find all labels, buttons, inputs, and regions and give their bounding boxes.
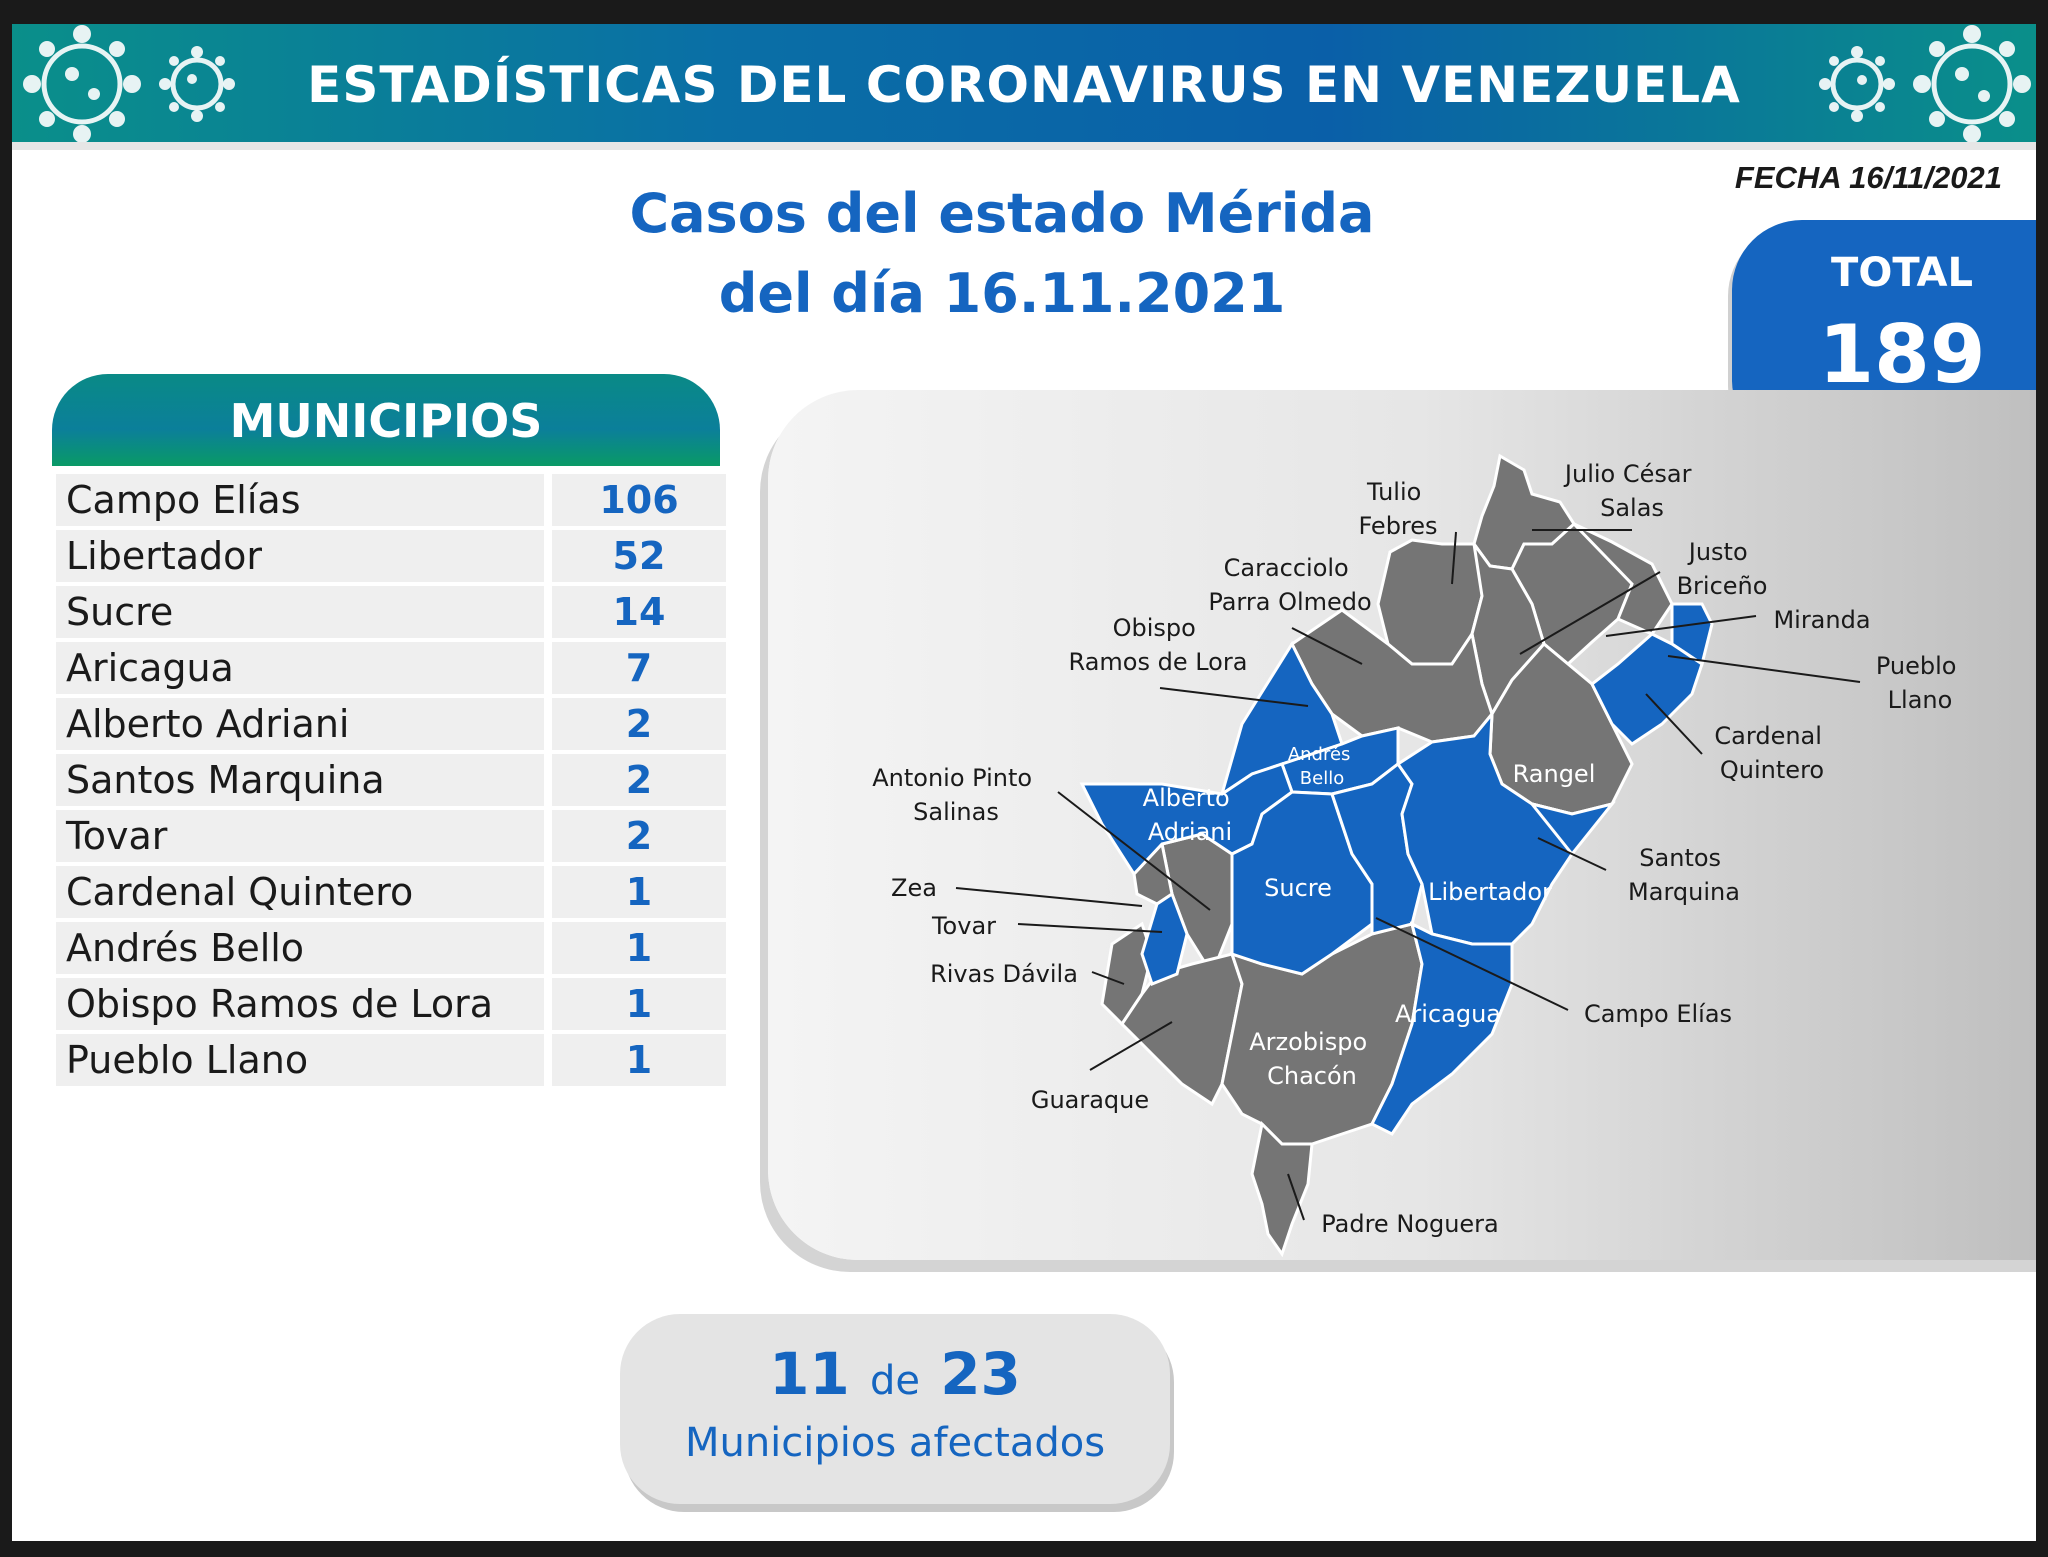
- label-santos-marquina: Santos Marquina: [1628, 844, 1740, 906]
- municipio-cases: 2: [552, 754, 726, 806]
- municipio-name: Pueblo Llano: [56, 1034, 544, 1086]
- infographic-card: ESTADÍSTICAS DEL CORONAVIRUS EN VENEZUEL…: [12, 24, 2036, 1541]
- table-row: Campo Elías 106: [56, 472, 726, 528]
- leader-line: [1017, 923, 1163, 933]
- municipio-cases: 1: [552, 866, 726, 918]
- municipio-name: Cardenal Quintero: [56, 866, 544, 918]
- label-rangel: Rangel: [1513, 760, 1596, 788]
- leader-line: [1375, 917, 1569, 1011]
- label-campo-elias: Campo Elías: [1584, 1000, 1732, 1028]
- table-row: Alberto Adriani 2: [56, 696, 726, 752]
- virus-icon: [1819, 25, 2031, 143]
- label-alberto-adriani: Alberto Adriani: [1143, 784, 1238, 846]
- table-row: Obispo Ramos de Lora 1: [56, 976, 726, 1032]
- report-date: FECHA 16/11/2021: [1734, 160, 2002, 195]
- label-antonio-pinto-salinas: Antonio Pinto Salinas: [872, 764, 1039, 826]
- leader-line: [1057, 791, 1211, 911]
- map-region-tovar: [1140, 891, 1189, 986]
- label-libertador: Libertador: [1428, 878, 1552, 906]
- leader-line: [1645, 693, 1703, 755]
- table-row: Cardenal Quintero 1: [56, 864, 726, 920]
- municipio-cases: 2: [552, 698, 726, 750]
- label-justo-briceno: Justo Briceño: [1677, 538, 1768, 600]
- municipio-name: Sucre: [56, 586, 544, 638]
- affected-count: 11 de 23: [620, 1340, 1170, 1408]
- affected-label: Municipios afectados: [684, 1420, 1106, 1466]
- municipio-cases: 7: [552, 642, 726, 694]
- total-label: TOTAL: [1831, 250, 1973, 296]
- label-arzobispo-chacon: Arzobispo Chacón: [1249, 1028, 1375, 1090]
- municipio-cases: 1: [552, 1034, 726, 1086]
- label-caracciolo-parra-olmedo: Caracciolo Parra Olmedo: [1208, 554, 1371, 616]
- map-region-libertador: [1395, 709, 1574, 946]
- label-andres-bello: Andrés Bello: [1288, 744, 1356, 789]
- label-aricagua: Aricagua: [1395, 1000, 1501, 1028]
- label-guaraque: Guaraque: [1031, 1086, 1149, 1114]
- municipio-cases: 1: [552, 922, 726, 974]
- table-row: Sucre 14: [56, 584, 726, 640]
- leader-line: [1287, 1173, 1305, 1221]
- leader-line: [1605, 615, 1757, 637]
- leader-line: [1451, 531, 1457, 585]
- affected-summary: [620, 1314, 1170, 1504]
- page-title: Casos del estado Mérida del día 16.11.20…: [552, 174, 1452, 334]
- table-row: Santos Marquina 2: [56, 752, 726, 808]
- label-padre-noguera: Padre Noguera: [1321, 1210, 1499, 1238]
- label-tulio-febres: Tulio Febres: [1358, 478, 1437, 540]
- label-sucre: Sucre: [1264, 874, 1332, 902]
- affected-number: 11: [769, 1340, 850, 1408]
- table-row: Libertador 52: [56, 528, 726, 584]
- table-row: Aricagua 7: [56, 640, 726, 696]
- map-region-aricagua: [1369, 921, 1514, 1136]
- municipio-name: Alberto Adriani: [56, 698, 544, 750]
- title-line-1: Casos del estado Mérida: [629, 182, 1375, 245]
- municipio-name: Aricagua: [56, 642, 544, 694]
- table-row: Andrés Bello 1: [56, 920, 726, 976]
- municipio-cases: 52: [552, 530, 726, 582]
- leader-line: [1667, 655, 1861, 683]
- title-line-2: del día 16.11.2021: [718, 262, 1286, 325]
- municipios-table: Campo Elías 106 Libertador 52 Sucre 14 Aric…: [56, 472, 726, 1088]
- municipios-header: [52, 374, 720, 466]
- total-value: 189: [1818, 308, 1986, 401]
- banner-divider: [12, 142, 2036, 150]
- label-miranda: Miranda: [1773, 606, 1870, 634]
- leader-line: [1159, 687, 1309, 707]
- leader-line: [1091, 971, 1125, 985]
- label-rivas-davila: Rivas Dávila: [930, 960, 1078, 988]
- affected-total: 23: [940, 1340, 1021, 1408]
- label-cardenal-quintero: Cardenal Quintero: [1714, 722, 1829, 784]
- municipio-name: Andrés Bello: [56, 922, 544, 974]
- municipio-cases: 1: [552, 978, 726, 1030]
- virus-icon: [23, 25, 235, 143]
- map-region-santos-marquina: [1528, 801, 1616, 857]
- municipio-cases: 14: [552, 586, 726, 638]
- leader-line: [955, 887, 1143, 907]
- municipio-cases: 2: [552, 810, 726, 862]
- leader-line: [1537, 837, 1607, 871]
- leader-line: [1291, 627, 1363, 665]
- label-zea: Zea: [891, 874, 937, 902]
- header-banner: ESTADÍSTICAS DEL CORONAVIRUS EN VENEZUEL…: [12, 24, 2036, 144]
- municipio-name: Tovar: [56, 810, 544, 862]
- municipio-name: Obispo Ramos de Lora: [56, 978, 544, 1030]
- map-region-padre-noguera: [1250, 1120, 1314, 1258]
- label-obispo-ramos-de-lora: Obispo Ramos de Lora: [1069, 614, 1248, 676]
- banner-title: ESTADÍSTICAS DEL CORONAVIRUS EN VENEZUEL…: [307, 56, 1741, 114]
- label-tovar: Tovar: [931, 912, 996, 940]
- label-pueblo-llano: Pueblo Llano: [1876, 652, 1964, 714]
- merida-map: Tulio Febres Julio César Salas Justo Bri…: [872, 453, 1964, 1258]
- leader-line: [1519, 571, 1661, 655]
- leader-line: [1089, 1021, 1173, 1071]
- municipio-name: Libertador: [56, 530, 544, 582]
- municipios-header-label: MUNICIPIOS: [229, 394, 543, 448]
- municipio-cases: 106: [552, 474, 726, 526]
- affected-de: de: [870, 1358, 920, 1404]
- municipio-name: Santos Marquina: [56, 754, 544, 806]
- label-julio-cesar-salas: Julio César Salas: [1563, 460, 1699, 522]
- municipio-name: Campo Elías: [56, 474, 544, 526]
- table-row: Pueblo Llano 1: [56, 1032, 726, 1088]
- map-region-cardenal-quintero: [1590, 632, 1704, 746]
- table-row: Tovar 2: [56, 808, 726, 864]
